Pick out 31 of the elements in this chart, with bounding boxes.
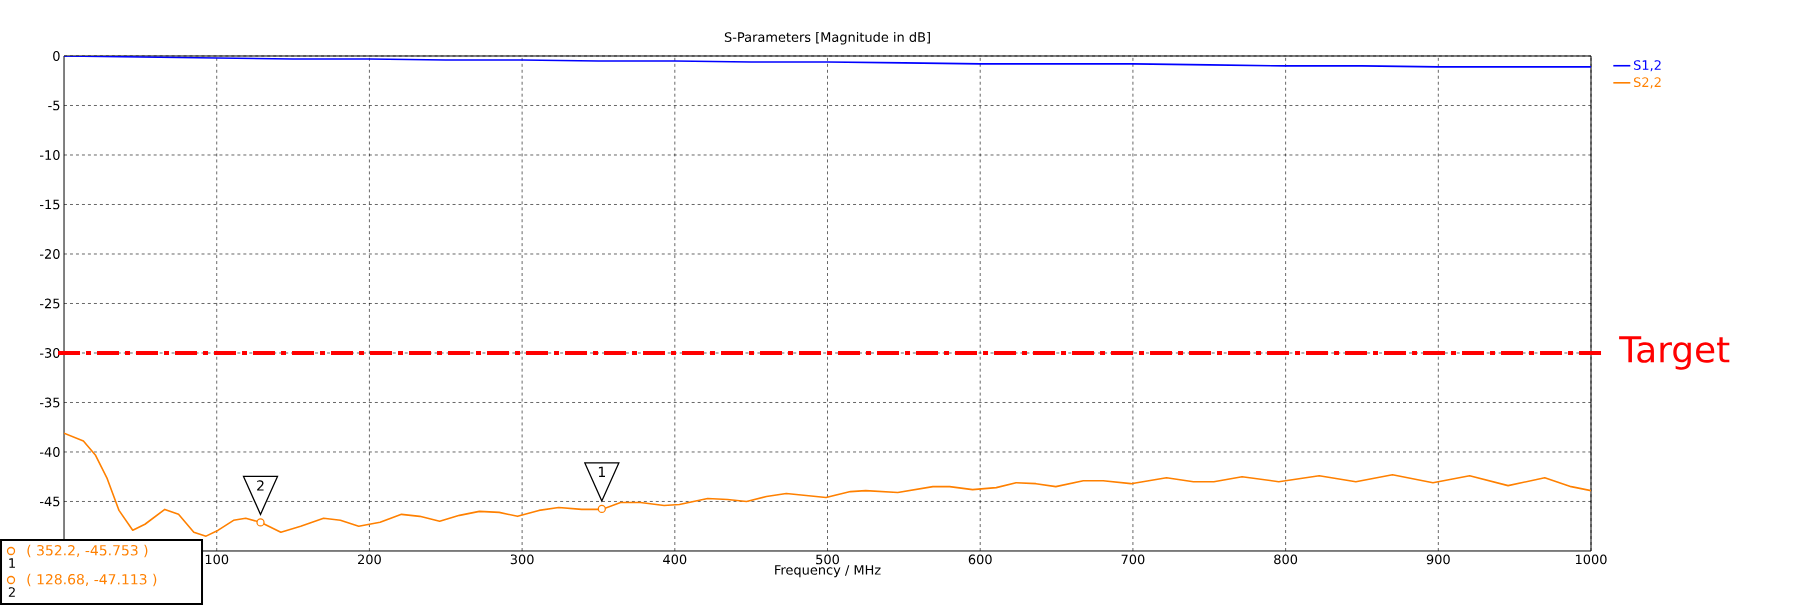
y-tick-label: -5 <box>48 100 60 111</box>
x-tick-label: 800 <box>1274 554 1298 565</box>
y-tick-label: -20 <box>39 249 60 259</box>
line-series <box>64 432 1592 537</box>
text: 2 <box>8 587 15 597</box>
x-tick-label: 900 <box>1426 554 1450 565</box>
x-tick-label: 500 <box>816 554 839 565</box>
y-tick-label: 0 <box>53 51 60 61</box>
annotation: 2 <box>257 480 264 491</box>
x-tick-label: 700 <box>1121 554 1145 565</box>
x-tick-label: 1000 <box>1575 554 1607 565</box>
y-tick-label: -25 <box>39 298 60 309</box>
x-tick-label: 400 <box>663 554 687 565</box>
legend-label: S2,2 <box>1633 77 1661 89</box>
x-axis-title: Frequency / MHz <box>775 565 881 578</box>
legend-label: S1,2 <box>1633 60 1661 72</box>
y-tick-label: -40 <box>39 447 60 457</box>
x-tick-label: 300 <box>510 554 534 565</box>
y-tick-label: -10 <box>39 150 60 160</box>
x-tick-label: 600 <box>968 554 992 565</box>
x-tick-label: 200 <box>358 554 381 565</box>
y-tick-label: -15 <box>39 199 60 210</box>
annotation: ( 352.2, -45.753 ) <box>27 544 148 558</box>
text: 1 <box>9 558 15 568</box>
ref-line-label: Target <box>1619 336 1730 370</box>
annotation: 1 <box>598 466 605 478</box>
text: ( 128.68, -47.113 ) <box>27 573 157 587</box>
x-tick-label: 100 <box>205 554 229 565</box>
chart-title: S-Parameters [Magnitude in dB] <box>724 31 930 45</box>
y-tick-label: -35 <box>39 397 60 408</box>
y-tick-label: -45 <box>39 496 60 507</box>
